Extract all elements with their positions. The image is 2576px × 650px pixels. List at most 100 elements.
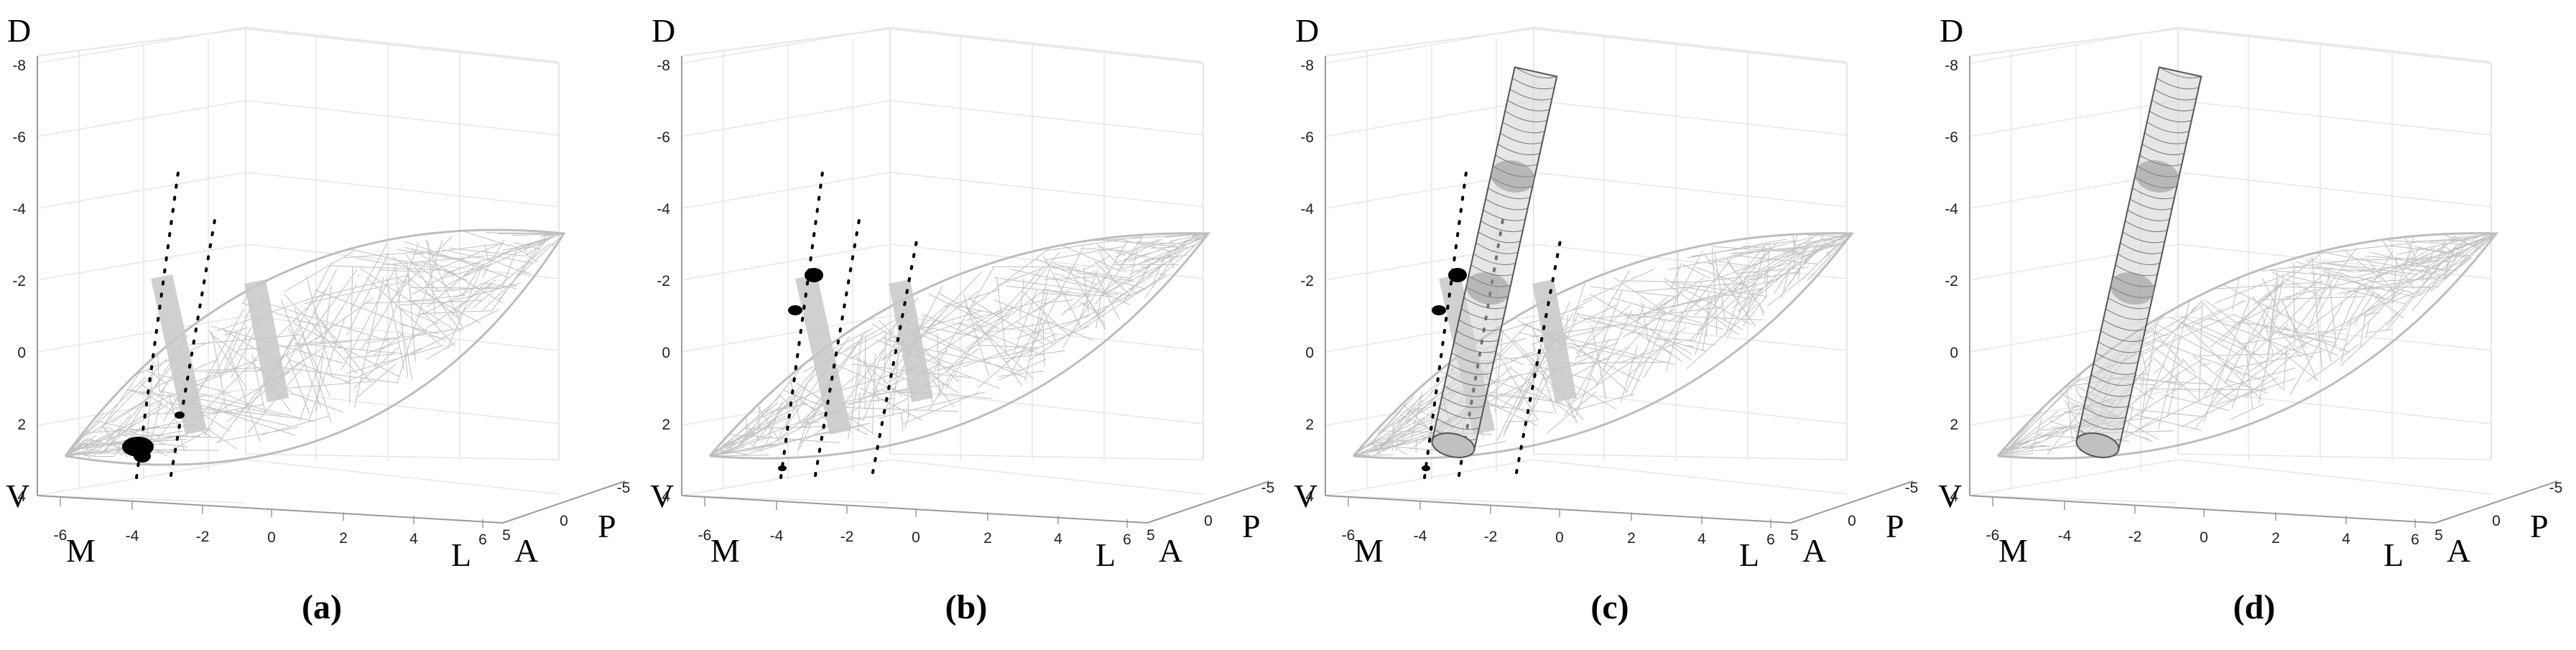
recording-sites [122, 412, 185, 463]
activation-column [889, 279, 933, 402]
z-tick-label: -6 [12, 129, 26, 146]
grid-z-right-0 [245, 27, 560, 62]
panel-b-caption: (b) [945, 588, 988, 626]
grid-z-left-4 [681, 315, 891, 353]
y-tick-label: -5 [1905, 480, 1919, 496]
axis-top-edge-right [245, 28, 560, 64]
panel-a-plot: -8 -6 -4 -2 0 2 4 -6 -4 -2 0 2 4 6 5 0 -5 D V M L A P [6, 12, 631, 573]
z-tick-label: -2 [657, 273, 670, 289]
z-tick-label: -4 [657, 201, 670, 218]
y-tick-label: 5 [502, 527, 511, 544]
grid-z-left-3 [37, 243, 246, 281]
z-tick-label: -6 [1945, 129, 1958, 146]
x-tick-label: 2 [1627, 530, 1636, 547]
grid-z-left-3 [681, 243, 891, 281]
z-tick-label: 2 [1305, 417, 1314, 433]
electrode-tracks [779, 171, 933, 479]
floor-grid-0 [1325, 495, 1533, 503]
track-dotted-line [1423, 171, 1468, 479]
z-tick-label: -6 [1300, 129, 1314, 146]
ventral-label: V [1938, 478, 1962, 514]
floor-grid-0 [681, 495, 889, 503]
x-tick-label: -2 [1484, 529, 1498, 545]
grid-z-right-6 [2177, 459, 2492, 495]
recording-sites [778, 268, 823, 471]
z-tick-label: 4 [17, 488, 26, 505]
grid-z-left-2 [37, 172, 246, 209]
z-tick-label: 0 [17, 345, 26, 361]
x-tick-label: 4 [1054, 531, 1062, 547]
grid-z-left-6 [681, 459, 891, 496]
y-tick-label: 0 [560, 513, 568, 529]
z-tick-label: 4 [1305, 488, 1314, 505]
z-tick-label: -8 [12, 57, 26, 74]
anterior-label: A [514, 532, 538, 569]
structure-mesh [1996, 232, 2499, 460]
axis-y-front [2434, 480, 2558, 524]
site-dot [1448, 268, 1467, 282]
x-tick-label: -2 [196, 529, 210, 545]
y-tick-label: -5 [2549, 480, 2563, 496]
x-tick-label: 6 [2411, 531, 2419, 548]
panel-d-plot: -8 -6 -4 -2 0 2 4 -6 -4 -2 0 2 4 6 5 0 -5 D VM L A P [1938, 12, 2563, 573]
posterior-label: P [598, 508, 616, 544]
probe-cylinder [1431, 66, 1558, 458]
y-tick-label: 0 [1848, 513, 1856, 529]
floor-grid-1 [889, 453, 1204, 460]
structure-mesh [64, 228, 566, 466]
grid-z-left-1 [1325, 100, 1534, 137]
x-tick-label: -4 [2058, 528, 2072, 544]
y-tick-label: -5 [617, 480, 631, 496]
grid-z-left-6 [1325, 459, 1534, 496]
x-tick-label: -6 [54, 527, 68, 544]
medial-label: M [1354, 532, 1384, 569]
anterior-label: A [2447, 532, 2470, 569]
y-tick-label: -5 [1261, 480, 1275, 496]
axes-box [681, 27, 1270, 524]
anterior-label: A [1159, 532, 1182, 569]
panel-d: -8 -6 -4 -2 0 2 4 -6 -4 -2 0 2 4 6 5 0 -5 D V M L A P (d) [1932, 0, 2576, 650]
z-tick-label: 2 [17, 417, 26, 433]
ventral-label: V [6, 478, 29, 514]
grid-z-right-2 [889, 172, 1204, 208]
x-tick-label: 2 [339, 530, 348, 547]
axes-box [1325, 27, 1914, 524]
lateral-label: L [2383, 537, 2404, 573]
grid-z-right-5 [245, 389, 560, 424]
axis-x-front [681, 495, 1148, 524]
posterior-label: P [2530, 508, 2549, 544]
panel-a: -8 -6 -4 -2 0 2 4 -6 -4 -2 0 2 4 6 5 0 -5 D V M L A P (a) [0, 0, 644, 650]
grid-z-right-0 [889, 27, 1204, 62]
z-tick-label: -8 [1945, 57, 1958, 74]
recording-sites [1422, 268, 1467, 471]
x-tick-label: 0 [1555, 529, 1564, 546]
y-tick-label: 0 [2492, 513, 2501, 529]
x-tick-label: -4 [770, 528, 784, 544]
track-dotted-line [135, 171, 180, 479]
y-tick-label: 5 [1790, 527, 1799, 544]
x-tick-label: 6 [1123, 531, 1131, 548]
x-tick-label: 4 [1697, 531, 1706, 547]
mesh-wires [1997, 233, 2497, 457]
grid-z-right-3 [2177, 243, 2492, 279]
mesh-wires [1353, 233, 1853, 457]
panel-c-plot: -8 -6 -4 -2 0 2 4 -6 -4 -2 0 2 4 6 5 0 -5 D V M L A P [1294, 12, 1919, 573]
probe-contact-band [2110, 272, 2154, 305]
z-tick-label: -2 [12, 273, 26, 289]
anterior-label: A [1802, 532, 1826, 569]
z-tick-label: 0 [662, 345, 670, 361]
site-dot [805, 268, 823, 282]
x-tick-label: -2 [840, 529, 854, 545]
grid-z-right-1 [1533, 100, 1848, 136]
x-tick-label: 4 [2342, 531, 2350, 547]
z-tick-label: -8 [1300, 57, 1314, 74]
grid-z-right-5 [2177, 389, 2492, 424]
site-dot [1422, 465, 1430, 471]
dorsal-label: D [1940, 12, 1963, 49]
grid-z-left-1 [1969, 100, 2179, 137]
x-tick-label: 6 [478, 531, 487, 548]
axis-y-front [1146, 480, 1270, 524]
grid-z-right-2 [1533, 172, 1848, 208]
grid-z-left-6 [1969, 459, 2179, 496]
x-tick-label: -2 [2128, 529, 2142, 545]
